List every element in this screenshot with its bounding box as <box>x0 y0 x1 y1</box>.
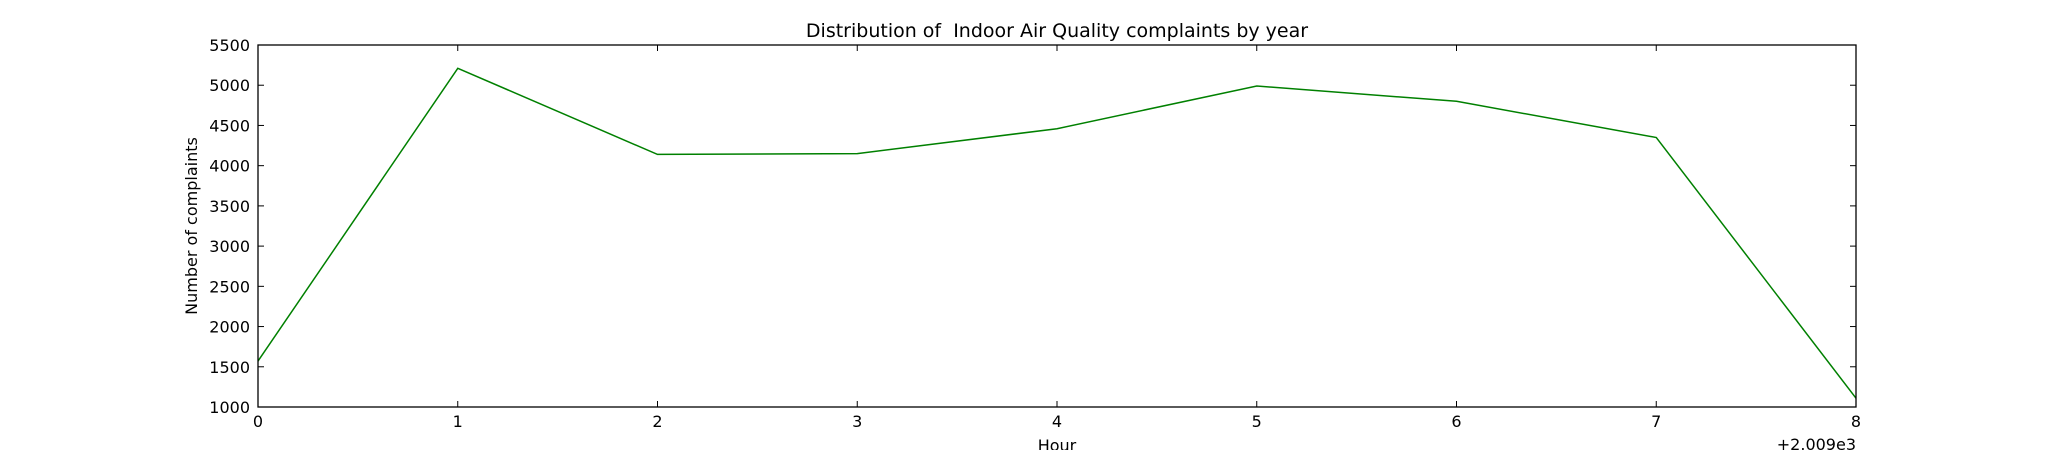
y-tick-label: 3500 <box>209 197 250 216</box>
plot-frame <box>257 44 1857 408</box>
y-tick-label: 4500 <box>209 116 250 135</box>
x-tick-label: 4 <box>1052 412 1062 431</box>
series-line <box>257 67 1857 399</box>
x-axis-offset-label: +2.009e3 <box>1777 435 1856 450</box>
y-axis-ticks: 1000 1500 2000 2500 3000 3500 4000 4500 5000 5500 <box>209 36 1856 417</box>
x-tick-label: 3 <box>852 412 862 431</box>
x-tick-label: 1 <box>453 412 463 431</box>
chart-title: Distribution of Indoor Air Quality compl… <box>806 20 1308 42</box>
y-tick-label: 4000 <box>209 157 250 176</box>
y-tick-label: 1000 <box>209 398 250 417</box>
y-tick-label: 5500 <box>209 36 250 55</box>
x-tick-label: 5 <box>1252 412 1262 431</box>
y-axis-label: Number of complaints <box>182 137 201 315</box>
y-tick-label: 2000 <box>209 318 250 337</box>
x-tick-label: 7 <box>1651 412 1661 431</box>
series-layer <box>257 67 1857 399</box>
y-tick-label: 1500 <box>209 358 250 377</box>
x-axis-ticks: 0 1 2 3 4 5 6 7 8 <box>253 45 1861 431</box>
x-tick-label: 0 <box>253 412 263 431</box>
x-tick-label: 2 <box>652 412 662 431</box>
x-tick-label: 8 <box>1851 412 1861 431</box>
x-tick-label: 6 <box>1451 412 1461 431</box>
x-axis-label: Hour <box>1038 436 1077 450</box>
y-tick-label: 3000 <box>209 237 250 256</box>
y-tick-label: 2500 <box>209 277 250 296</box>
y-tick-label: 5000 <box>209 76 250 95</box>
